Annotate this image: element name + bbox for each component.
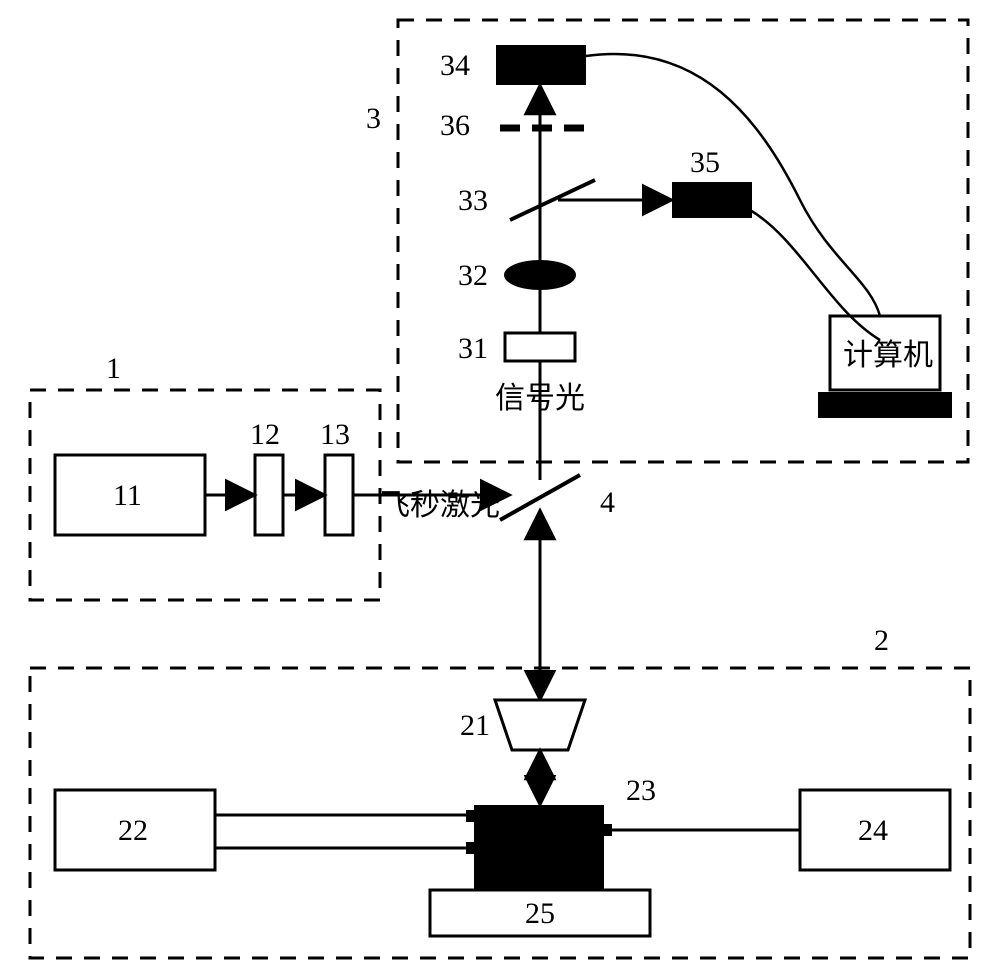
component-34: [496, 45, 586, 85]
group-1-label: 1: [106, 352, 121, 385]
component-32: [504, 260, 576, 290]
component-24-num: 24: [858, 814, 888, 847]
component-22-num: 22: [118, 814, 148, 847]
component-34-num: 34: [440, 49, 470, 82]
group-3-label: 3: [366, 102, 381, 135]
port-left-top: [466, 810, 474, 822]
component-13: [325, 455, 353, 535]
component-12-num: 12: [250, 418, 280, 451]
group-2-label: 2: [874, 624, 889, 657]
component-35: [672, 182, 752, 218]
computer-label: 计算机: [843, 339, 933, 372]
component-12: [255, 455, 283, 535]
component-36-num: 36: [440, 109, 470, 142]
component-23: [474, 805, 604, 890]
component-31: [505, 333, 575, 361]
fslaser-label: 飞秒激光: [380, 489, 500, 522]
component-21-num: 21: [460, 709, 490, 742]
port-right: [604, 824, 612, 836]
component-35-num: 35: [690, 146, 720, 179]
component-33-num: 33: [458, 184, 488, 217]
port-left-bot: [466, 842, 474, 854]
component-31-num: 31: [458, 332, 488, 365]
component-21: [495, 700, 585, 750]
computer-base: [818, 392, 952, 418]
component-23-num: 23: [626, 774, 656, 807]
mirror-4-num: 4: [600, 486, 615, 519]
signal-label: 信号光: [495, 382, 585, 415]
component-25-num: 25: [525, 897, 555, 930]
component-11-num: 11: [113, 479, 142, 512]
component-13-num: 13: [320, 418, 350, 451]
component-32-num: 32: [458, 259, 488, 292]
diagram-svg: 1 2 3 11 12 13 4 飞秒激光 21 23 22 24 25: [0, 0, 1000, 968]
